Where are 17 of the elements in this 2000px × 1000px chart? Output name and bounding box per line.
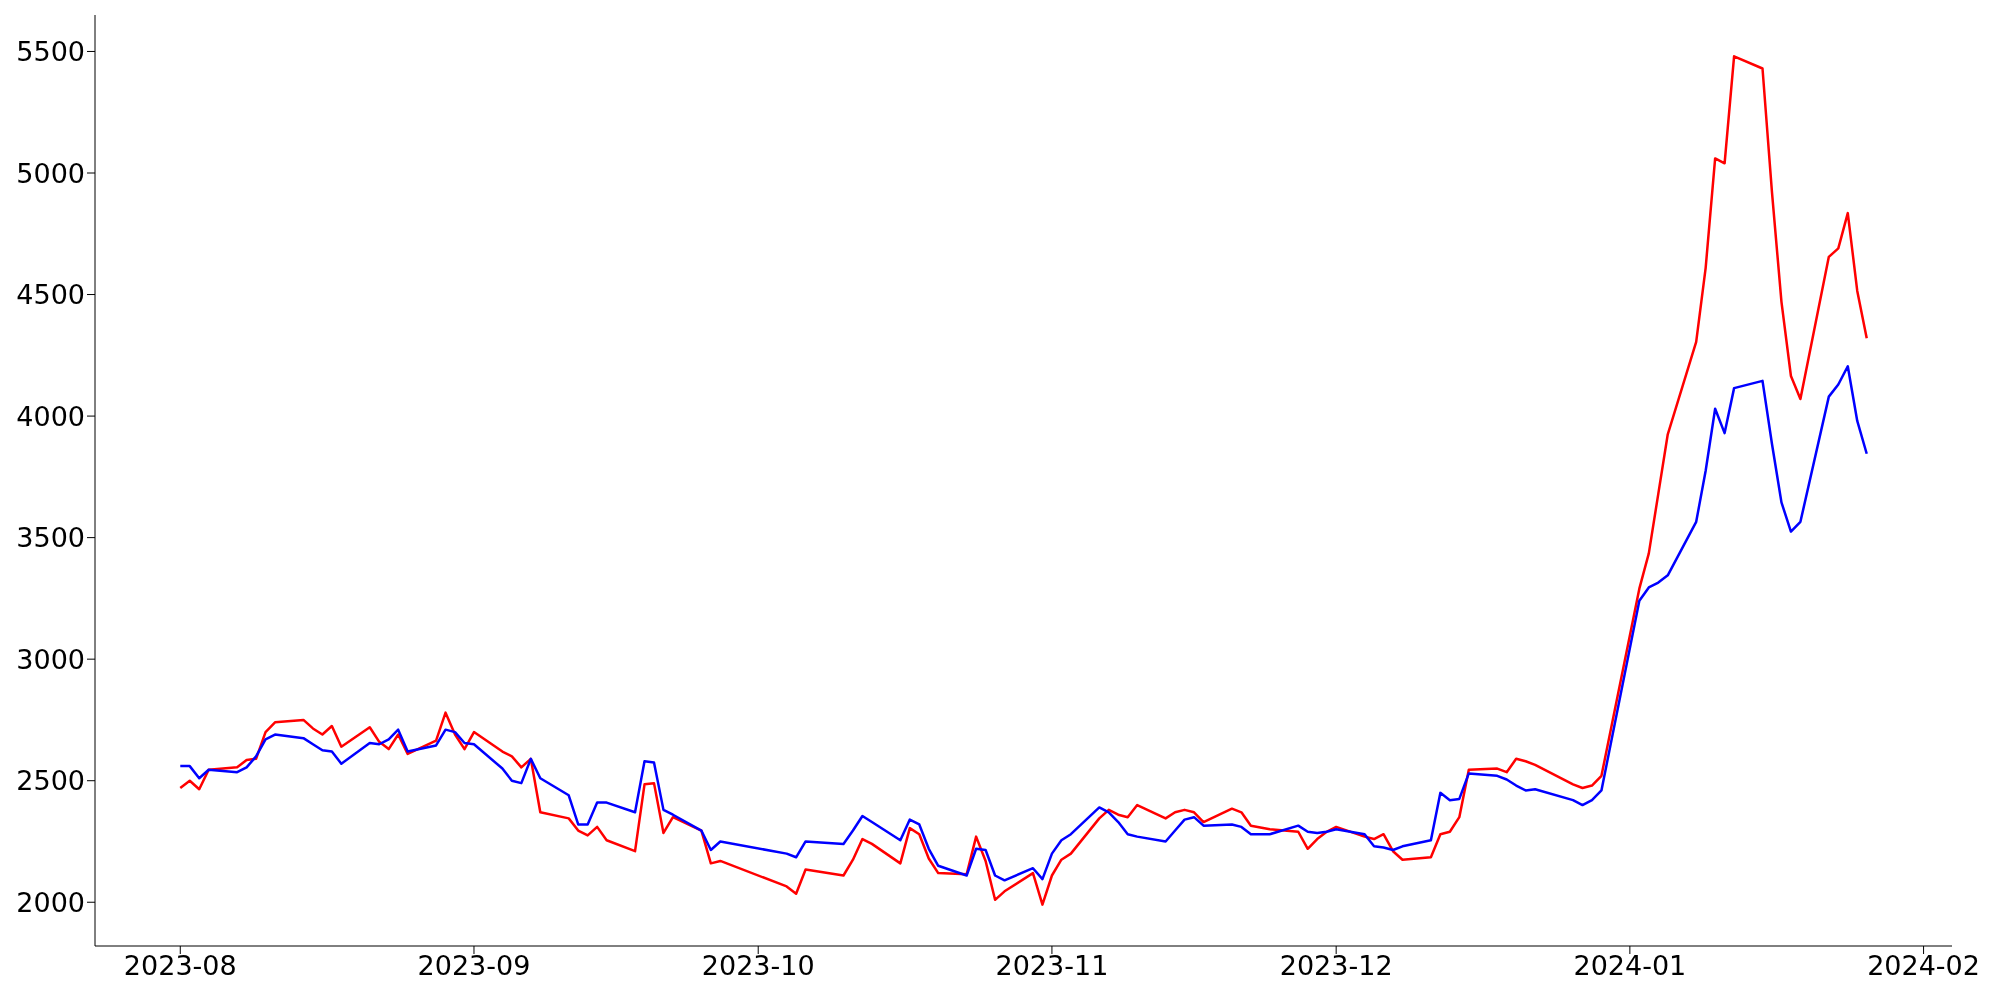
x-tick-label: 2023-11 <box>995 950 1109 982</box>
y-tick-label: 2500 <box>16 765 85 797</box>
y-tick-label: 5000 <box>16 157 85 189</box>
y-tick-label: 4500 <box>16 279 85 311</box>
y-tick-label: 4000 <box>16 400 85 432</box>
x-tick-label: 2023-09 <box>417 950 531 982</box>
line-series <box>179 55 1868 906</box>
y-tick-label: 2000 <box>16 886 85 918</box>
x-tick-label: 2024-01 <box>1573 950 1687 982</box>
x-tick-label: 2023-12 <box>1279 950 1393 982</box>
x-tick-label: 2024-02 <box>1867 950 1980 982</box>
y-tick-label: 3000 <box>16 643 85 675</box>
y-tick-label: 5500 <box>16 36 85 68</box>
x-tick-label: 2023-08 <box>123 950 237 982</box>
line-series <box>179 365 1868 882</box>
x-tick-label: 2023-10 <box>701 950 815 982</box>
y-tick-label: 3500 <box>16 522 85 554</box>
